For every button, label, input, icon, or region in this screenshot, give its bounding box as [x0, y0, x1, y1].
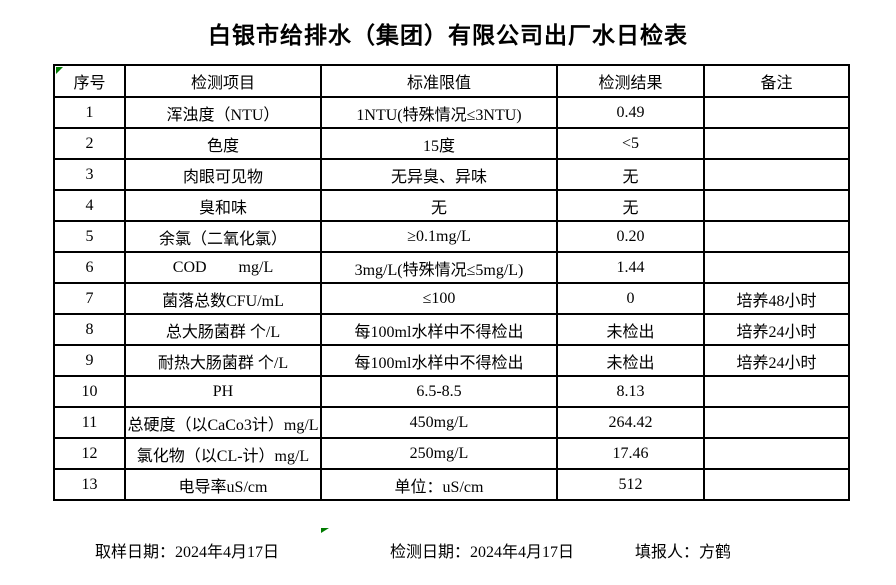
table-row: 1 浑浊度（NTU） 1NTU(特殊情况≤3NTU) 0.49	[53, 96, 850, 129]
cell-item: PH	[124, 375, 322, 408]
cell-no: 12	[53, 437, 126, 470]
table-row: 11 总硬度（以CaCo3计）mg/L 450mg/L 264.42	[53, 406, 850, 439]
cell-remark: 培养48小时	[703, 282, 850, 315]
column-header: 检测项目	[124, 64, 322, 98]
cell-no: 3	[53, 158, 126, 191]
cell-no: 1	[53, 96, 126, 129]
table-row: 8 总大肠菌群 个/L 每100ml水样中不得检出 未检出 培养24小时	[53, 313, 850, 346]
cell-result: 未检出	[556, 313, 705, 346]
cell-remark: 培养24小时	[703, 344, 850, 377]
cell-no: 9	[53, 344, 126, 377]
column-header: 序号	[53, 64, 126, 98]
cell-limit: 单位：uS/cm	[320, 468, 558, 501]
cell-result: 0.20	[556, 220, 705, 253]
cell-limit: 每100ml水样中不得检出	[320, 344, 558, 377]
test-date: 检测日期：2024年4月17日	[390, 544, 575, 561]
cell-remark	[703, 127, 850, 160]
reporter: 填报人：方鹤	[635, 544, 732, 561]
table-row: 7 菌落总数CFU/mL ≤100 0 培养48小时	[53, 282, 850, 315]
cell-remark: 培养24小时	[703, 313, 850, 346]
cell-item: 余氯（二氧化氯）	[124, 220, 322, 253]
cell-limit: 无	[320, 189, 558, 222]
cell-no: 11	[53, 406, 126, 439]
cell-limit: ≤100	[320, 282, 558, 315]
cell-limit: 每100ml水样中不得检出	[320, 313, 558, 346]
footer: 取样日期：2024年4月17日 检测日期：2024年4月17日 填报人：方鹤	[0, 538, 896, 561]
cell-no: 4	[53, 189, 126, 222]
excel-corner-marker-icon	[56, 67, 63, 74]
cell-result: 17.46	[556, 437, 705, 470]
table-row: 4 臭和味无无	[53, 189, 850, 222]
cell-item: 总硬度（以CaCo3计）mg/L	[124, 406, 322, 439]
cell-result: 264.42	[556, 406, 705, 439]
cell-limit: 6.5-8.5	[320, 375, 558, 408]
table-row: 3 肉眼可见物 无异臭、异味无	[53, 158, 850, 191]
cell-limit: 1NTU(特殊情况≤3NTU)	[320, 96, 558, 129]
cell-limit: 450mg/L	[320, 406, 558, 439]
cell-remark	[703, 251, 850, 284]
table-row: 12 氯化物（以CL-计）mg/L 250mg/L 17.46	[53, 437, 850, 470]
table-row: 6 COD mg/L 3mg/L(特殊情况≤5mg/L) 1.44	[53, 251, 850, 284]
cell-limit: 无异臭、异味	[320, 158, 558, 191]
cell-item: 电导率uS/cm	[124, 468, 322, 501]
cell-remark	[703, 158, 850, 191]
cell-item: 臭和味	[124, 189, 322, 222]
sampling-date: 取样日期：2024年4月17日	[95, 544, 280, 561]
cell-item: 色度	[124, 127, 322, 160]
cell-result: 8.13	[556, 375, 705, 408]
cell-no: 6	[53, 251, 126, 284]
excel-cell-marker-icon	[321, 528, 329, 533]
cell-limit: 250mg/L	[320, 437, 558, 470]
cell-remark	[703, 375, 850, 408]
table-row: 2 色度 15度 <5	[53, 127, 850, 160]
cell-no: 2	[53, 127, 126, 160]
cell-remark	[703, 468, 850, 501]
cell-result: 未检出	[556, 344, 705, 377]
daily-inspection-table: 序号 检测项目 标准限值 检测结果 备注 1 浑浊度（NTU） 1NTU(特殊情况≤3NTU…	[53, 64, 850, 501]
cell-limit: 3mg/L(特殊情况≤5mg/L)	[320, 251, 558, 284]
cell-item: COD mg/L	[124, 251, 322, 284]
cell-no: 10	[53, 375, 126, 408]
cell-remark	[703, 437, 850, 470]
cell-result: 无	[556, 189, 705, 222]
column-header: 标准限值	[320, 64, 558, 98]
cell-item: 菌落总数CFU/mL	[124, 282, 322, 315]
cell-remark	[703, 96, 850, 129]
table-body: 1 浑浊度（NTU） 1NTU(特殊情况≤3NTU) 0.49 2 色度 15度 <5 3 肉眼可…	[53, 96, 850, 501]
cell-remark	[703, 189, 850, 222]
cell-limit: 15度	[320, 127, 558, 160]
cell-result: 0	[556, 282, 705, 315]
cell-remark	[703, 220, 850, 253]
header-row: 序号 检测项目 标准限值 检测结果 备注	[53, 64, 850, 98]
cell-remark	[703, 406, 850, 439]
cell-no: 8	[53, 313, 126, 346]
cell-result: 0.49	[556, 96, 705, 129]
cell-item: 耐热大肠菌群 个/L	[124, 344, 322, 377]
table-row: 13 电导率uS/cm 单位：uS/cm 512	[53, 468, 850, 501]
table-row: 10 PH 6.5-8.5 8.13	[53, 375, 850, 408]
cell-item: 总大肠菌群 个/L	[124, 313, 322, 346]
cell-item: 肉眼可见物	[124, 158, 322, 191]
table-row: 9 耐热大肠菌群 个/L 每100ml水样中不得检出 未检出 培养24小时	[53, 344, 850, 377]
column-header: 备注	[703, 64, 850, 98]
cell-item: 氯化物（以CL-计）mg/L	[124, 437, 322, 470]
cell-limit: ≥0.1mg/L	[320, 220, 558, 253]
cell-no: 7	[53, 282, 126, 315]
table-row: 5 余氯（二氧化氯） ≥0.1mg/L 0.20	[53, 220, 850, 253]
page-title: 白银市给排水（集团）有限公司出厂水日检表	[208, 23, 688, 48]
cell-result: 无	[556, 158, 705, 191]
cell-no: 5	[53, 220, 126, 253]
column-header: 检测结果	[556, 64, 705, 98]
cell-result: 1.44	[556, 251, 705, 284]
cell-result: 512	[556, 468, 705, 501]
cell-item: 浑浊度（NTU）	[124, 96, 322, 129]
cell-no: 13	[53, 468, 126, 501]
cell-result: <5	[556, 127, 705, 160]
